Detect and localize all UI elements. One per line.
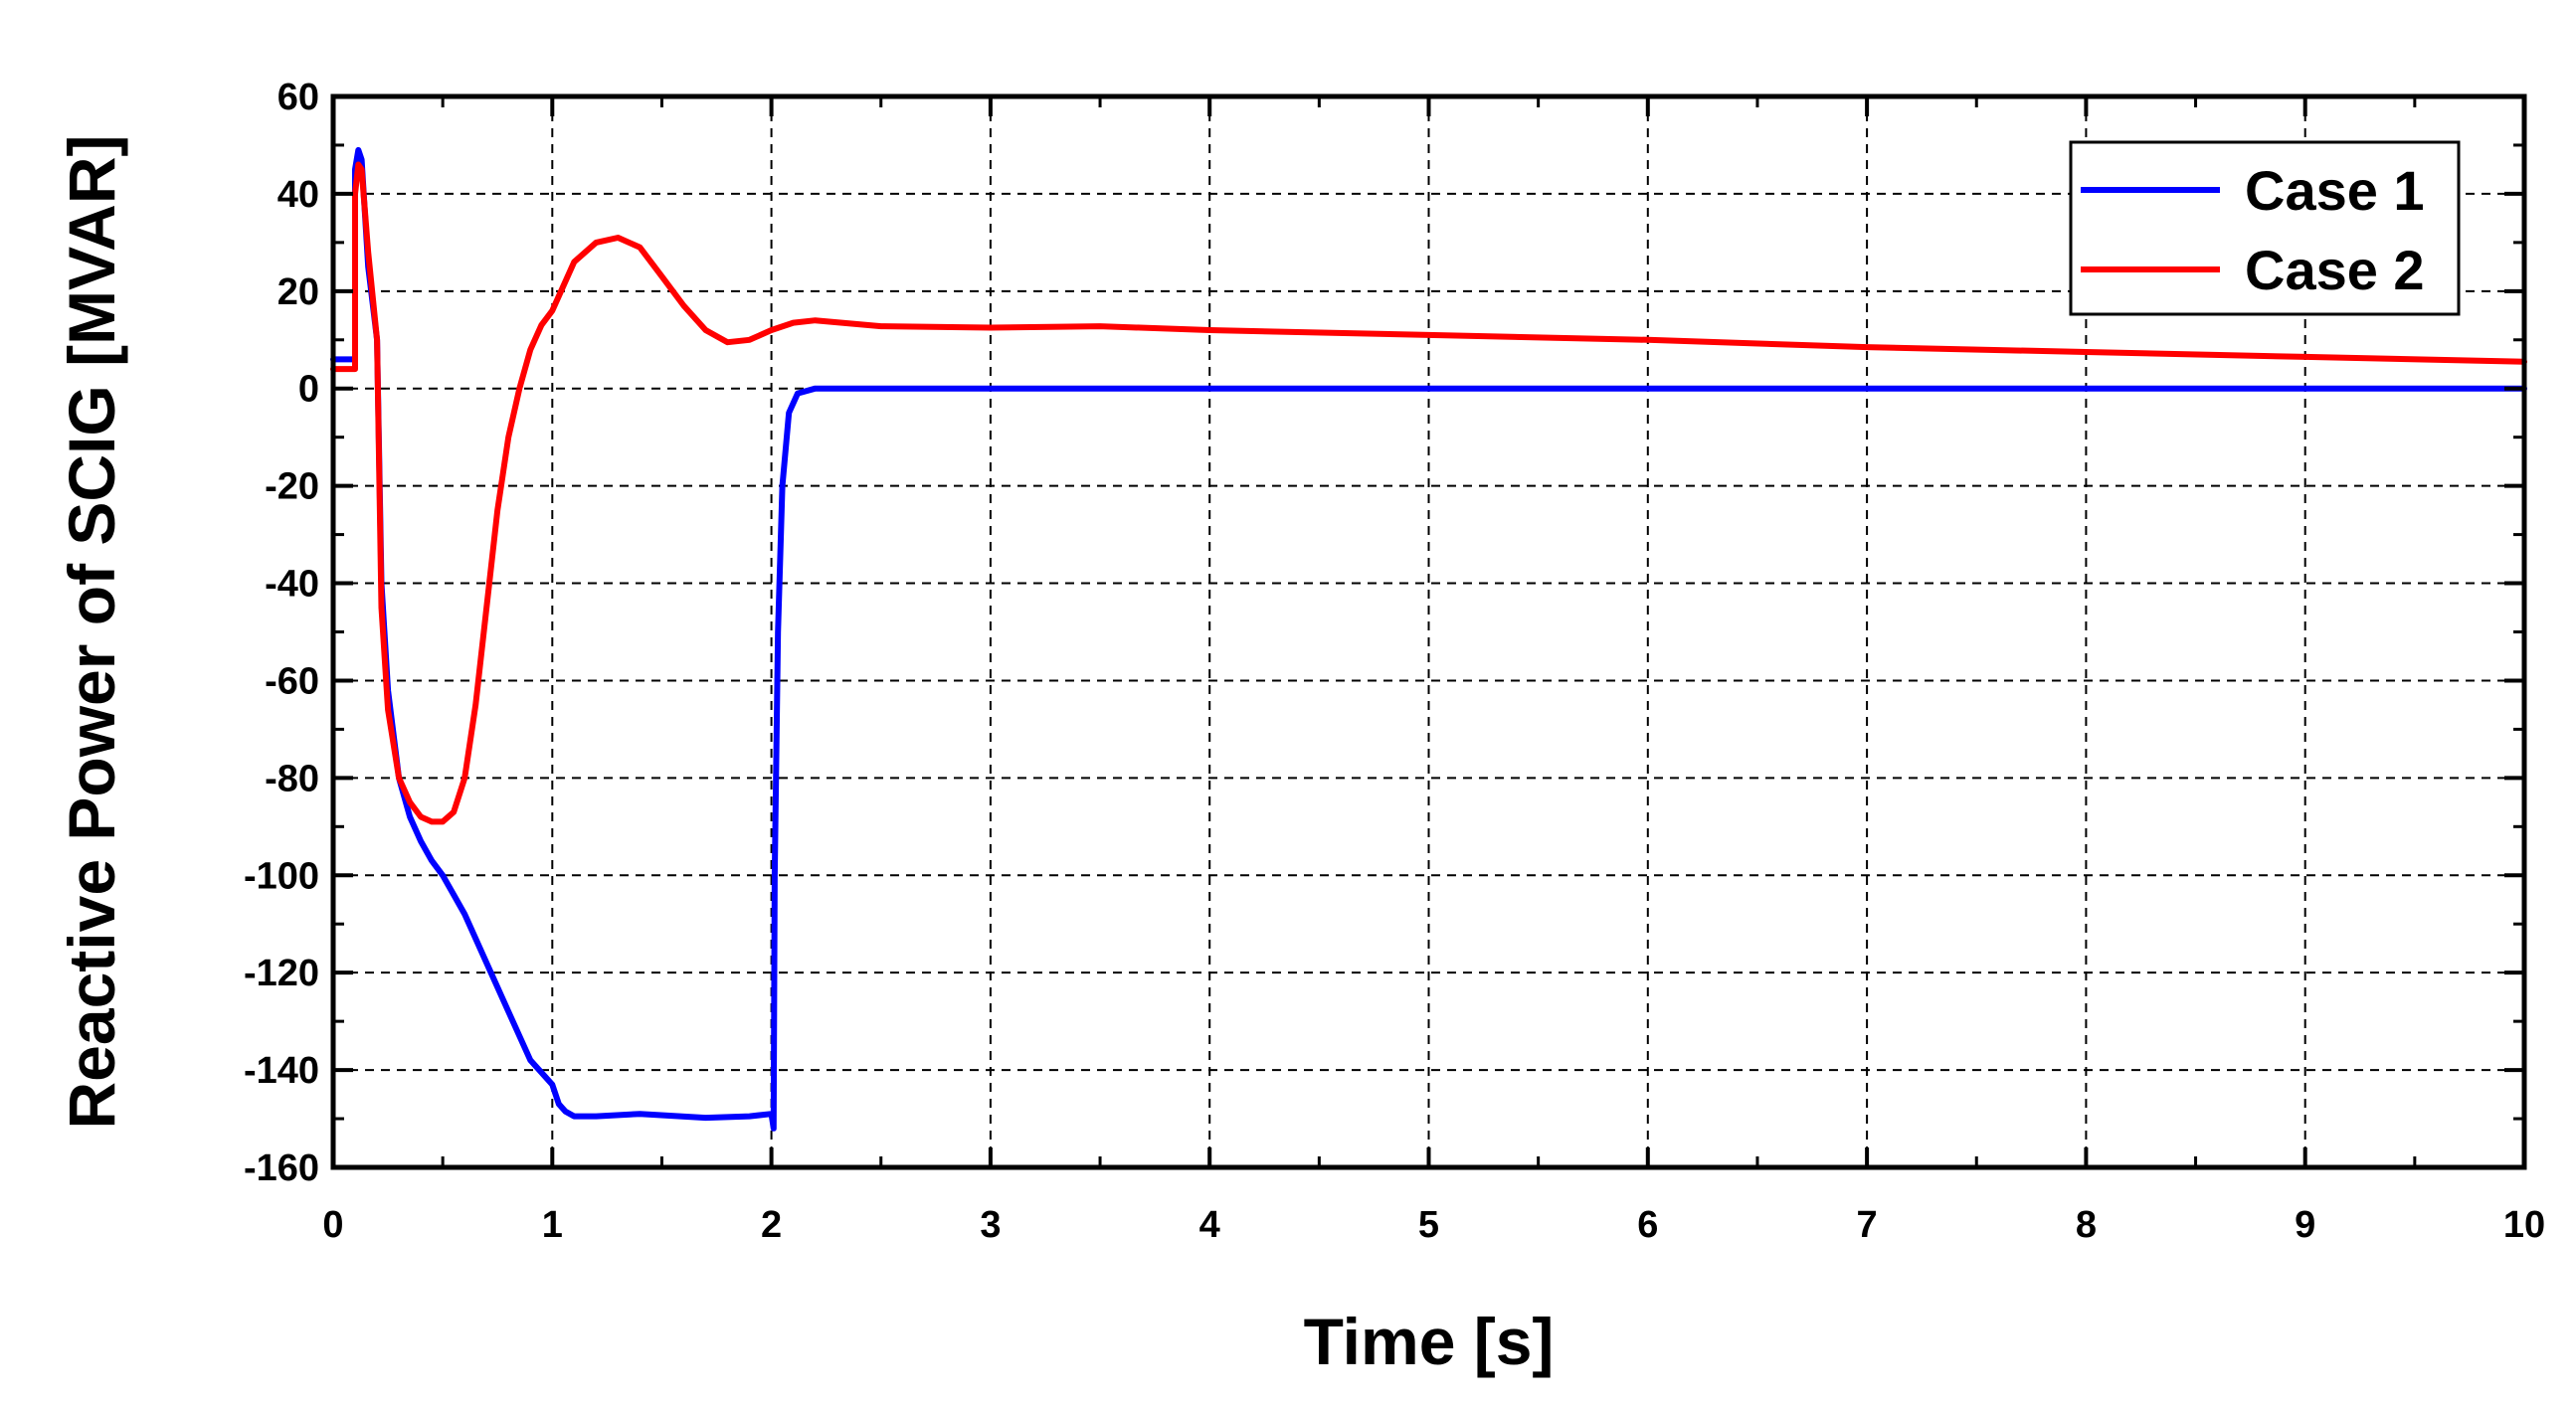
legend-label-case-2: Case 2: [2245, 239, 2425, 301]
y-tick-labels: 60 40 20 0 -20 -40 -60 -80 -100 -120 -140 -160: [244, 77, 319, 1189]
y-tick-label: -100: [244, 855, 319, 897]
legend: Case 1 Case 2: [2069, 140, 2461, 316]
y-tick-label: -80: [265, 758, 319, 799]
x-tick-label: 2: [761, 1204, 782, 1246]
x-tick-label: 6: [1637, 1204, 1658, 1246]
y-tick-label: 60: [277, 77, 319, 118]
y-tick-label: -140: [244, 1050, 319, 1092]
x-tick-label: 3: [980, 1204, 1001, 1246]
series-layer: [330, 146, 2527, 1132]
axis-ticks: [331, 94, 2526, 1169]
series-line-case-2: [330, 161, 2527, 825]
x-tick-label: 10: [2503, 1204, 2545, 1246]
x-tick-label: 5: [1418, 1204, 1439, 1246]
x-tick-label: 0: [322, 1204, 343, 1246]
x-axis-title: Time [s]: [1304, 1305, 1555, 1378]
x-tick-label: 9: [2295, 1204, 2315, 1246]
x-tick-labels: 0 1 2 3 4 5 6 7 8 9 10: [322, 1204, 2545, 1246]
y-tick-label: 0: [298, 369, 319, 411]
x-tick-label: 1: [542, 1204, 563, 1246]
y-tick-label: 40: [277, 174, 319, 216]
y-tick-label: -160: [244, 1147, 319, 1189]
x-tick-label: 4: [1199, 1204, 1220, 1246]
y-tick-label: -120: [244, 953, 319, 994]
y-tick-label: -40: [265, 564, 319, 606]
y-axis-title: Reactive Power of SCIG [MVAR]: [55, 135, 128, 1130]
x-tick-label: 8: [2076, 1204, 2097, 1246]
y-tick-label: 20: [277, 271, 319, 313]
y-tick-label: -20: [265, 466, 319, 508]
legend-label-case-1: Case 1: [2245, 159, 2425, 222]
legend-box: [2069, 140, 2461, 316]
x-tick-label: 7: [1857, 1204, 1878, 1246]
y-tick-label: -60: [265, 660, 319, 702]
